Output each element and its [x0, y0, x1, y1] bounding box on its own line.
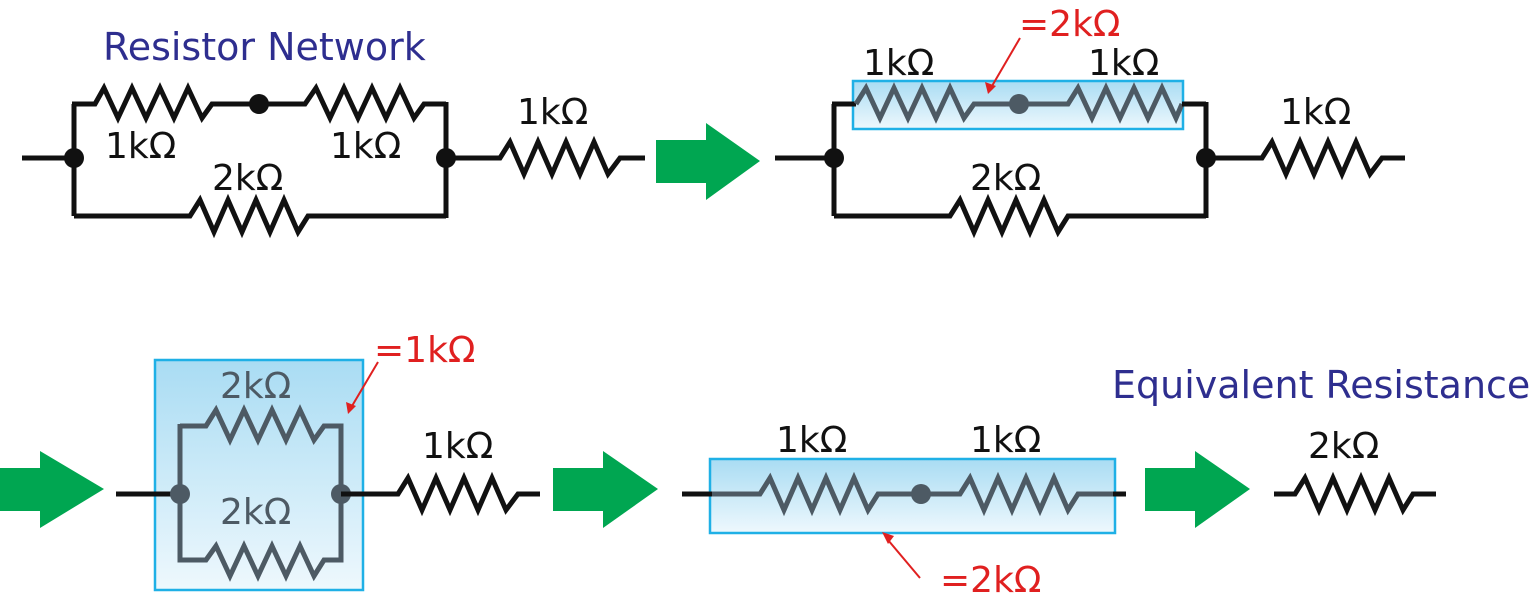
step-arrow-2 — [0, 451, 104, 528]
equivalent-resistor-label: 2kΩ — [1308, 426, 1379, 467]
step2-series-highlight: 1kΩ 1kΩ =2kΩ 2kΩ 1kΩ — [775, 4, 1405, 239]
bottom-branch-resistor — [74, 193, 446, 239]
bottom-branch-resistor — [834, 193, 1206, 239]
resistor-label-top-right: 1kΩ — [1088, 43, 1159, 84]
left-node — [170, 484, 190, 504]
step-arrow-4 — [1145, 451, 1250, 528]
equivalent-resistance: Equivalent Resistance 2kΩ — [1112, 363, 1530, 517]
series-sum-annotation: =2kΩ — [1019, 4, 1120, 45]
annotation-pointer-head — [985, 82, 996, 94]
resistor-label-top-right: 1kΩ — [330, 126, 401, 167]
series-sum-annotation: =2kΩ — [940, 560, 1041, 601]
resistor-label-top: 2kΩ — [220, 366, 291, 407]
annotation-pointer — [991, 37, 1021, 87]
diagram-title: Resistor Network — [103, 25, 426, 69]
series-resistor — [1206, 135, 1405, 181]
annotation-pointer — [887, 539, 921, 579]
junction-node — [249, 94, 269, 114]
parallel-highlight-box — [153, 358, 365, 592]
resistor-label-bottom: 2kΩ — [220, 492, 291, 533]
resistor-label-series: 1kΩ — [1280, 92, 1351, 133]
left-node — [64, 148, 84, 168]
parallel-loop — [177, 404, 344, 582]
resistor-label-top-left: 1kΩ — [863, 43, 934, 84]
parallel-annotation: =1kΩ — [374, 330, 475, 371]
resistor-label-right: 1kΩ — [970, 420, 1041, 461]
annotation-pointer-head — [346, 402, 356, 414]
step4-series-highlight: 1kΩ 1kΩ =2kΩ — [682, 420, 1126, 601]
annotation-pointer — [351, 361, 379, 407]
step3-parallel-highlight: 2kΩ 2kΩ =1kΩ 1kΩ — [116, 330, 540, 592]
step-arrow-1 — [656, 123, 760, 200]
junction-node — [911, 484, 931, 504]
resistor-label-bottom: 2kΩ — [970, 158, 1041, 199]
series-resistor — [341, 471, 540, 517]
step1-original-network: Resistor Network 1kΩ 1kΩ 2kΩ 1kΩ — [22, 25, 645, 239]
resistor-label-series: 1kΩ — [517, 92, 588, 133]
resistor-label-left: 1kΩ — [776, 420, 847, 461]
annotation-pointer-head — [882, 532, 894, 544]
resistor-label-series: 1kΩ — [422, 426, 493, 467]
resistor-label-top-left: 1kΩ — [105, 126, 176, 167]
left-node — [824, 148, 844, 168]
equivalent-resistor — [1274, 471, 1436, 517]
resistor-label-bottom: 2kΩ — [212, 158, 283, 199]
step-arrow-3 — [553, 451, 658, 528]
junction-node — [1009, 94, 1029, 114]
result-title: Equivalent Resistance — [1112, 363, 1530, 407]
series-resistor — [446, 135, 645, 181]
